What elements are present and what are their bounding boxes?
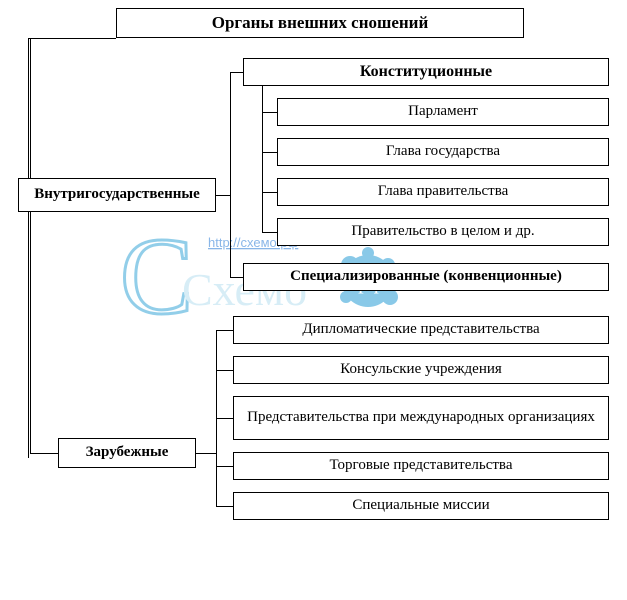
item-label: Дипломатические представительства: [302, 321, 539, 338]
conn-root-down: [30, 38, 31, 454]
conn-b2-i4: [216, 466, 233, 467]
item-label: Глава правительства: [378, 183, 509, 200]
item-special-missions: Специальные миссии: [233, 492, 609, 520]
item-label: Глава государства: [386, 143, 500, 160]
group-header-label: Конституционные: [360, 63, 492, 81]
conn-b1-v: [230, 72, 231, 277]
group-constitutional: Конституционные: [243, 58, 609, 86]
conn-g1-i1: [262, 112, 277, 113]
conn-b1-h2: [230, 277, 243, 278]
item-label: Правительство в целом и др.: [351, 223, 534, 240]
group-specialized: Специализированные (конвенционные): [243, 263, 609, 291]
item-label: Торговые представительства: [330, 457, 513, 474]
conn-b2-out: [196, 453, 216, 454]
conn-b2-i1: [216, 330, 233, 331]
conn-b1-out: [216, 195, 230, 196]
conn-g1-i4: [262, 232, 277, 233]
item-parliament: Парламент: [277, 98, 609, 126]
conn-b1-h1: [230, 72, 243, 73]
conn-g1-i3: [262, 192, 277, 193]
conn-b2-i5: [216, 506, 233, 507]
item-diplomatic: Дипломатические представительства: [233, 316, 609, 344]
branch-label: Зарубежные: [86, 444, 169, 461]
diagram-stage: C Схемо .рф http://схемо.рф Органы внешн…: [0, 0, 627, 600]
conn: [28, 38, 29, 458]
item-label: Консульские учреждения: [340, 361, 502, 378]
conn-b2-i3: [216, 418, 233, 419]
item-label: Представительства при международных орга…: [247, 409, 595, 426]
branch-domestic: Внутригосударственные: [18, 178, 216, 212]
root-label: Органы внешних сношений: [212, 13, 429, 33]
item-intl-org: Представительства при международных орга…: [233, 396, 609, 440]
conn-b2-i2: [216, 370, 233, 371]
item-head-of-state: Глава государства: [277, 138, 609, 166]
conn-b2: [30, 453, 58, 454]
conn-g1-i2: [262, 152, 277, 153]
item-head-of-gov: Глава правительства: [277, 178, 609, 206]
group-header-label: Специализированные (конвенционные): [290, 268, 562, 285]
branch-label: Внутригосударственные: [34, 186, 200, 203]
item-label: Парламент: [408, 103, 478, 120]
conn-root-left: [30, 38, 116, 39]
root-box: Органы внешних сношений: [116, 8, 524, 38]
conn-g1-v: [262, 86, 263, 232]
watermark-c-outline: C: [120, 215, 193, 335]
item-trade: Торговые представительства: [233, 452, 609, 480]
branch-foreign: Зарубежные: [58, 438, 196, 468]
item-label: Специальные миссии: [352, 497, 489, 514]
item-consular: Консульские учреждения: [233, 356, 609, 384]
item-government: Правительство в целом и др.: [277, 218, 609, 246]
